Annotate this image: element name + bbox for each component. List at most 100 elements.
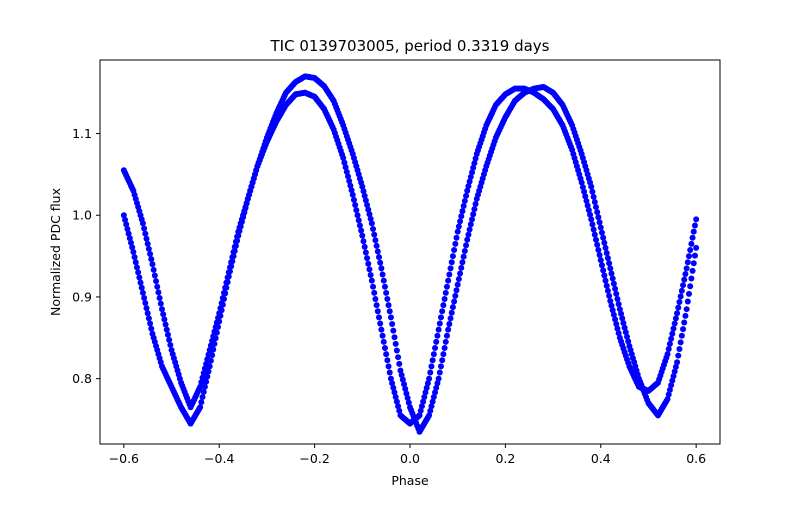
data-point-branch-a (157, 300, 164, 307)
data-point-branch-a (402, 385, 409, 392)
data-point-branch-b (607, 298, 614, 305)
data-point-branch-a (434, 380, 441, 387)
data-point-branch-b (209, 352, 216, 359)
data-point-branch-a (668, 382, 675, 389)
data-point-branch-b (136, 274, 143, 281)
data-point-branch-b (593, 236, 599, 243)
data-point-branch-b (241, 209, 248, 216)
data-point-branch-b (428, 363, 435, 370)
x-axis-label: Phase (391, 473, 429, 488)
data-point-branch-b (442, 289, 449, 296)
chart-title: TIC 0139703005, period 0.3319 days (269, 37, 549, 55)
data-point-branch-a (688, 275, 695, 282)
data-point-branch-b (198, 399, 205, 406)
data-point-branch-a (156, 294, 163, 301)
data-point-branch-b (433, 338, 440, 345)
data-point-branch-b (675, 304, 682, 311)
data-point-branch-a (620, 319, 627, 326)
data-point-branch-b (225, 273, 232, 280)
data-point-branch-b (458, 213, 465, 220)
data-point-branch-a (675, 352, 682, 359)
data-point-branch-a (362, 197, 369, 204)
data-point-branch-a (608, 270, 615, 277)
data-point-branch-b (460, 203, 467, 210)
data-point-branch-a (597, 224, 604, 231)
data-point-branch-b (448, 259, 455, 266)
data-point-branch-a (159, 306, 165, 313)
data-point-branch-a (678, 332, 685, 339)
data-point-branch-b (420, 398, 427, 405)
data-point-branch-a (439, 357, 446, 364)
data-point-branch-b (441, 295, 448, 302)
data-point-branch-a (405, 399, 412, 406)
data-point-branch-b (341, 159, 348, 166)
data-point-branch-b (677, 293, 684, 300)
data-point-branch-a (616, 306, 623, 313)
data-point-branch-b (396, 407, 403, 414)
data-point-branch-b (465, 183, 472, 190)
data-point-branch-b (144, 310, 151, 317)
data-point-branch-b (432, 345, 439, 351)
data-point-branch-a (690, 260, 697, 267)
data-point-branch-b (606, 292, 613, 299)
data-point-branch-a (588, 183, 595, 190)
data-point-branch-b (346, 178, 353, 185)
data-point-branch-a (385, 302, 392, 309)
data-point-branch-a (624, 333, 630, 340)
data-point-branch-a (683, 306, 690, 313)
data-point-branch-b (604, 287, 611, 294)
data-point-branch-b (463, 192, 470, 199)
data-point-branch-b (236, 228, 243, 235)
data-point-branch-b (365, 260, 372, 267)
data-point-branch-a (595, 214, 602, 221)
data-point-branch-b (690, 228, 697, 235)
data-point-branch-b (358, 227, 365, 234)
data-point-branch-b (693, 216, 700, 223)
data-point-branch-a (446, 321, 453, 327)
data-point-branch-b (461, 197, 468, 204)
data-point-branch-b (380, 338, 387, 345)
data-point-branch-b (377, 320, 384, 327)
data-point-branch-a (163, 326, 170, 333)
data-point-branch-b (589, 221, 596, 228)
data-point-branch-b (600, 267, 607, 274)
data-point-branch-b (215, 324, 222, 331)
data-point-branch-b (434, 332, 441, 339)
data-point-branch-b (446, 271, 453, 278)
data-point-branch-a (451, 298, 458, 305)
data-point-branch-a (672, 363, 679, 370)
data-point-branch-a (687, 283, 694, 290)
data-point-branch-b (148, 325, 155, 332)
data-point-branch-b (691, 222, 698, 229)
data-point-branch-b (435, 326, 442, 333)
data-point-branch-b (585, 207, 592, 214)
data-point-branch-b (368, 277, 375, 284)
data-point-branch-b (665, 346, 672, 353)
data-point-branch-b (681, 276, 688, 283)
data-point-branch-a (139, 220, 146, 227)
data-point-branch-b (139, 289, 146, 296)
data-point-branch-b (141, 294, 148, 301)
data-point-branch-b (387, 375, 394, 382)
data-point-branch-b (213, 329, 220, 336)
data-point-branch-a (378, 265, 385, 272)
data-point-branch-a (151, 272, 158, 279)
data-point-branch-b (122, 216, 129, 223)
data-point-branch-a (601, 239, 608, 246)
data-point-branch-a (370, 226, 377, 233)
data-point-branch-a (682, 312, 689, 319)
data-point-branch-a (383, 289, 390, 296)
data-point-branch-b (219, 301, 226, 308)
data-point-branch-b (240, 214, 247, 221)
data-point-branch-a (374, 248, 381, 255)
data-point-branch-b (370, 283, 377, 290)
data-point-branch-b (669, 330, 676, 337)
data-point-branch-a (457, 270, 464, 277)
data-point-branch-a (161, 316, 168, 323)
data-point-branch-b (390, 384, 397, 391)
data-point-branch-b (590, 226, 597, 233)
data-point-branch-b (427, 369, 434, 376)
x-tick-label: −0.6 (109, 451, 139, 466)
data-point-branch-a (197, 383, 204, 390)
